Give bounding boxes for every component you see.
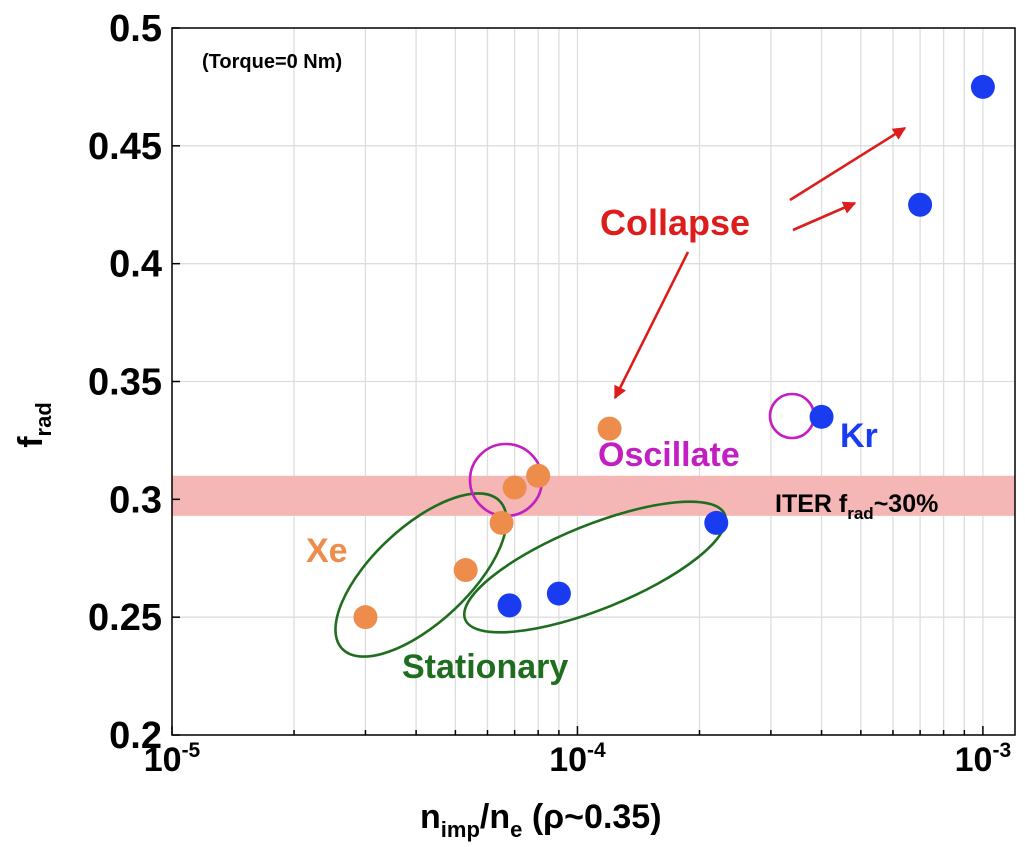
stationary-ellipse-xe bbox=[334, 492, 508, 658]
condition-label: (Torque=0 Nm) bbox=[202, 51, 342, 73]
x-axis-ticks: 10-5 10-4 10-3 bbox=[144, 726, 1011, 779]
y-tick-label: 0.25 bbox=[88, 597, 162, 639]
y-tick-label: 0.2 bbox=[109, 715, 162, 757]
x-label-ne: /n bbox=[480, 798, 510, 836]
kr-point bbox=[497, 593, 522, 618]
y-tick-label: 0.35 bbox=[88, 362, 162, 404]
y-axis-label: frad bbox=[12, 402, 56, 448]
grid-lines bbox=[171, 27, 1015, 736]
y-tick-label: 0.3 bbox=[109, 479, 162, 521]
kr-point bbox=[546, 581, 571, 606]
collapse-arrow-mid bbox=[792, 201, 857, 232]
xe-point bbox=[453, 558, 478, 583]
kr-label: Kr bbox=[840, 417, 878, 455]
iter-label-tail: ~30% bbox=[874, 490, 939, 518]
kr-point bbox=[908, 192, 933, 217]
xe-point bbox=[502, 475, 527, 500]
x-label-e: e bbox=[510, 817, 522, 842]
xe-point bbox=[526, 463, 551, 488]
y-tick-label: 0.5 bbox=[109, 8, 162, 50]
x-label-imp: imp bbox=[441, 817, 480, 842]
x-tick-label: 10-4 bbox=[549, 739, 606, 779]
x-axis-label: nimp/ne (ρ~0.35) bbox=[420, 798, 662, 842]
xe-point bbox=[597, 416, 622, 441]
kr-point bbox=[704, 510, 729, 535]
y-label-f: f bbox=[12, 436, 50, 448]
xe-label: Xe bbox=[306, 532, 348, 570]
y-tick-label: 0.45 bbox=[88, 126, 162, 168]
x-tick-label: 10-5 bbox=[144, 739, 201, 779]
xe-point bbox=[353, 605, 378, 630]
y-axis-ticks: 0.2 0.25 0.3 0.35 0.4 0.45 0.5 bbox=[88, 8, 180, 757]
y-label-rad: rad bbox=[31, 402, 56, 436]
iter-label-sub: rad bbox=[847, 504, 873, 523]
x-tick-label: 10-3 bbox=[955, 739, 1012, 779]
stationary-label: Stationary bbox=[402, 648, 568, 686]
y-tick-label: 0.4 bbox=[109, 244, 162, 286]
iter-band-rect bbox=[172, 475, 1015, 516]
x-label-rho: (ρ~0.35) bbox=[522, 798, 661, 836]
xe-point bbox=[489, 510, 514, 535]
oscillate-label: Oscillate bbox=[598, 436, 740, 474]
collapse-arrow-down bbox=[613, 251, 690, 400]
collapse-arrows bbox=[613, 126, 907, 400]
iter-label: ITER frad~30% bbox=[775, 490, 938, 523]
kr-point bbox=[970, 74, 995, 99]
iter-band bbox=[172, 475, 1015, 516]
x-label-n: n bbox=[420, 798, 441, 836]
data-points bbox=[353, 74, 995, 630]
iter-label-main: ITER f bbox=[775, 490, 848, 518]
collapse-arrow-top bbox=[789, 126, 907, 202]
oscillate-circle-kr bbox=[768, 392, 816, 440]
collapse-label: Collapse bbox=[600, 202, 750, 243]
kr-point bbox=[809, 404, 834, 429]
